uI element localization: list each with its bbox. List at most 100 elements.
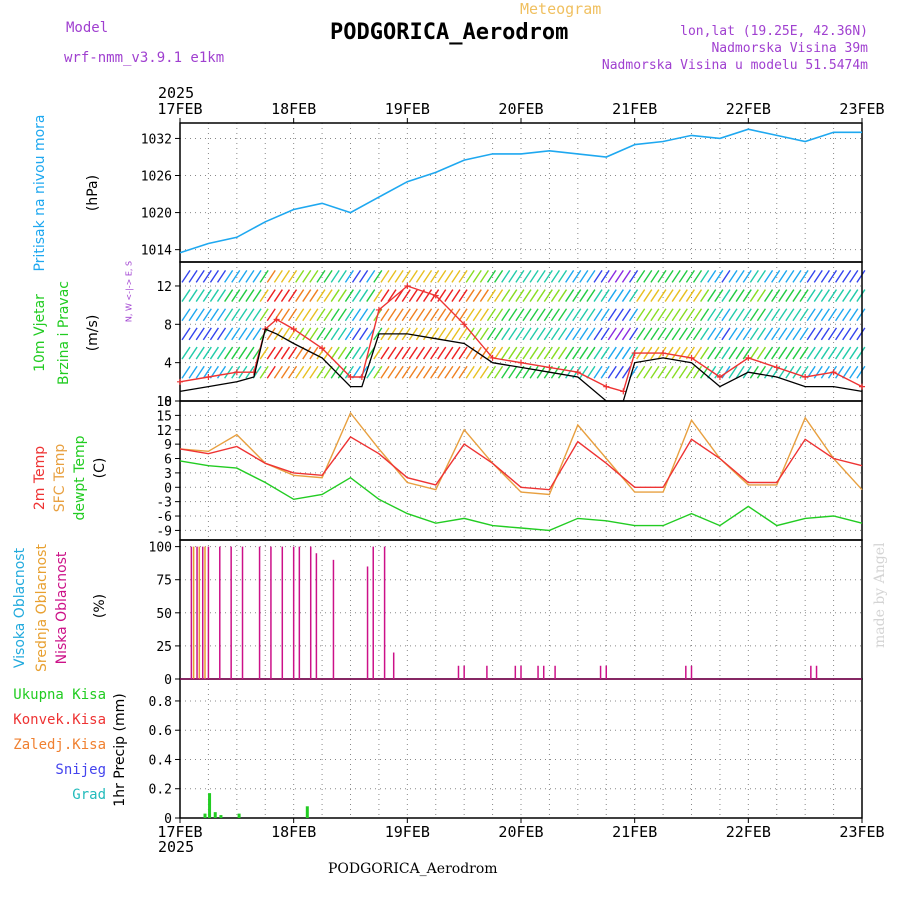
wind-barb: [501, 346, 511, 360]
wind-barb: [529, 365, 539, 379]
ytick-label: 3: [164, 467, 172, 482]
wind-barb: [408, 346, 418, 360]
wind-barb: [394, 289, 404, 302]
wind-barb: [835, 289, 845, 302]
wind-barb: [344, 308, 354, 322]
wind-barb: [380, 346, 390, 360]
wind-barb: [763, 346, 774, 360]
wind-barb: [557, 289, 568, 302]
wind-barb: [749, 346, 759, 360]
wind-barb: [529, 289, 539, 302]
xaxis-label-bottom: 18FEB: [271, 823, 316, 841]
wind-gust-point: [461, 321, 468, 328]
wind-barb: [614, 327, 624, 341]
wind-barb: [593, 346, 603, 360]
temp-side-label-1: 2m Temp: [32, 445, 48, 511]
wind-barb: [302, 346, 312, 360]
wind-barb: [323, 365, 333, 379]
wind-barb: [756, 269, 767, 283]
wind-barb: [692, 308, 703, 322]
wind-side-label-2: Brzina i Pravac: [56, 281, 72, 385]
wind-barb: [202, 289, 212, 302]
wind-barb: [735, 308, 745, 322]
wind-barb: [529, 346, 539, 360]
wind-barb: [458, 346, 468, 360]
wind-barb: [486, 308, 497, 322]
wind-barb: [756, 346, 767, 360]
wind-barb: [536, 308, 546, 322]
wind-barb: [422, 346, 433, 360]
ytick-label: 6: [164, 453, 172, 468]
wind-barb: [430, 346, 440, 360]
wind-barb: [188, 308, 198, 322]
wind-barb: [295, 346, 305, 360]
wind-barb: [330, 289, 340, 302]
wind-gust-point: [830, 369, 837, 376]
ytick-label: 1026: [141, 170, 172, 185]
wind-barb: [366, 289, 376, 302]
wind-barb: [735, 269, 745, 283]
wind-barb: [280, 327, 291, 341]
wind-barb: [756, 308, 767, 322]
wind-barb: [657, 308, 667, 322]
wind-barb: [700, 269, 710, 283]
wind-barb: [451, 289, 461, 302]
wind-barb: [472, 365, 482, 379]
cloud-unit-label: (%): [92, 593, 108, 619]
wind-barb: [700, 346, 710, 360]
wind-barb: [302, 308, 312, 322]
wind-gust-point: [375, 306, 382, 313]
ytick-label: 12: [156, 424, 172, 439]
wind-barb: [636, 269, 646, 283]
wind-barb: [394, 346, 404, 360]
wind-barb: [664, 327, 674, 341]
wind-barb: [323, 289, 333, 302]
wind-barb: [628, 269, 639, 283]
wind-barb: [557, 269, 568, 283]
wind-barb: [373, 289, 383, 302]
wind-barb: [536, 365, 546, 379]
wind-barb: [557, 346, 568, 360]
wind-barb: [614, 289, 624, 302]
ytick-label: 0.8: [149, 695, 172, 710]
wind-barb: [593, 327, 603, 341]
wind-barb: [628, 327, 639, 341]
wind-barb: [678, 346, 688, 360]
wind-barb: [607, 289, 617, 302]
wind-barb: [444, 289, 454, 302]
wind-barb: [238, 327, 248, 341]
temp-2m-line: [179, 435, 863, 491]
wind-barb: [579, 269, 589, 283]
wind-barb: [565, 346, 575, 360]
wind-barb: [501, 327, 511, 341]
wind-barb: [572, 269, 582, 283]
wind-barb: [394, 269, 404, 283]
wind-barb: [849, 365, 859, 379]
precip-bar: [208, 793, 212, 818]
ytick-label: 0.6: [149, 724, 172, 739]
wind-barb: [565, 269, 575, 283]
wind-barb: [650, 308, 660, 322]
wind-barb: [430, 308, 440, 322]
wind-barb: [394, 365, 404, 379]
wind-barb: [565, 365, 575, 379]
wind-barb: [692, 346, 703, 360]
wind-barb: [359, 327, 369, 341]
wind-barb: [600, 365, 610, 379]
wind-barb: [685, 269, 695, 283]
wind-barb: [579, 308, 589, 322]
ytick-label: 1014: [141, 244, 172, 259]
wind-barb: [195, 346, 205, 360]
precip-label-convective: Konvek.Kisa: [13, 712, 106, 728]
wind-barb: [671, 365, 681, 379]
wind-barb: [422, 327, 433, 341]
wind-barb: [600, 269, 610, 283]
wind-barb: [579, 365, 589, 379]
wind-barb: [586, 289, 596, 302]
wind-barb: [742, 269, 752, 283]
wind-barb: [600, 289, 610, 302]
wind-barb: [508, 365, 518, 379]
wind-barb: [749, 308, 759, 322]
wind-barb: [472, 308, 482, 322]
wind-barb: [359, 269, 369, 283]
